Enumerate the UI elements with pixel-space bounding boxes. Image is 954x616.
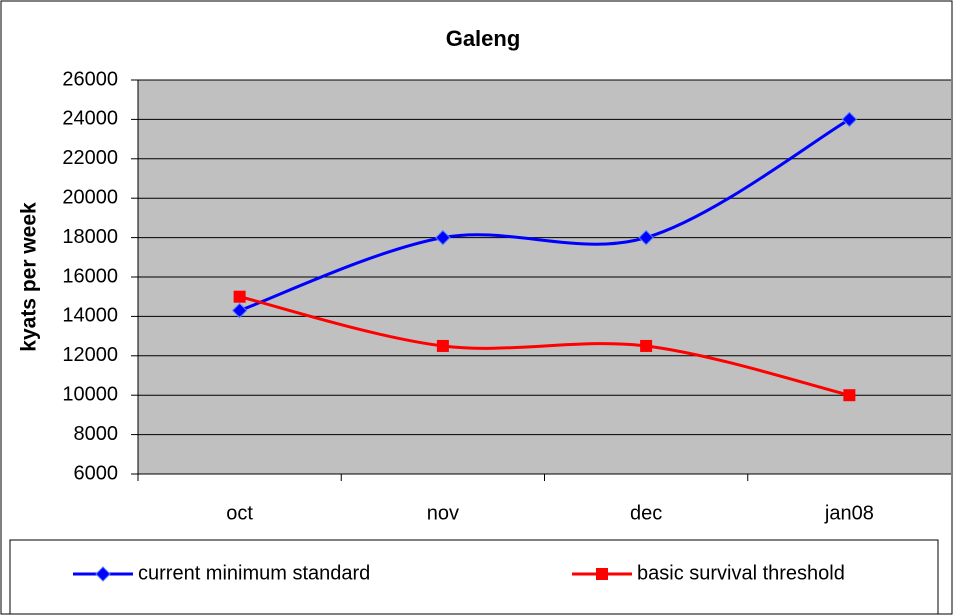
data-point bbox=[640, 339, 653, 352]
y-axis-label: kyats per week bbox=[18, 202, 41, 352]
legend-marker bbox=[95, 566, 111, 582]
y-tick-label: 26000 bbox=[62, 68, 118, 90]
legend-box bbox=[9, 539, 939, 615]
series-line bbox=[239, 118, 851, 312]
x-tick-label: jan08 bbox=[824, 502, 874, 524]
y-tick-label: 16000 bbox=[62, 265, 118, 287]
data-point bbox=[436, 339, 449, 352]
y-tick-label: 6000 bbox=[74, 462, 119, 484]
data-point bbox=[841, 111, 858, 128]
data-point bbox=[843, 389, 856, 402]
chart-title: Galeng bbox=[446, 26, 521, 51]
x-tick-label: dec bbox=[630, 502, 662, 524]
data-point bbox=[231, 302, 248, 319]
data-point bbox=[233, 290, 246, 303]
y-tick-label: 8000 bbox=[74, 423, 119, 445]
y-tick-label: 18000 bbox=[62, 226, 118, 248]
legend-label: current minimum standard bbox=[138, 562, 370, 584]
y-tick-label: 24000 bbox=[62, 108, 118, 130]
y-tick-label: 12000 bbox=[62, 344, 118, 366]
x-tick-label: oct bbox=[226, 502, 253, 524]
data-point bbox=[435, 229, 451, 246]
legend-marker bbox=[596, 568, 608, 580]
y-tick-label: 20000 bbox=[62, 186, 118, 208]
data-point bbox=[638, 229, 654, 246]
series-line bbox=[239, 295, 850, 397]
legend-label: basic survival threshold bbox=[637, 562, 845, 584]
y-tick-label: 22000 bbox=[62, 147, 118, 169]
y-tick-label: 14000 bbox=[62, 305, 118, 327]
x-tick-label: nov bbox=[427, 502, 459, 524]
y-tick-label: 10000 bbox=[62, 383, 118, 405]
